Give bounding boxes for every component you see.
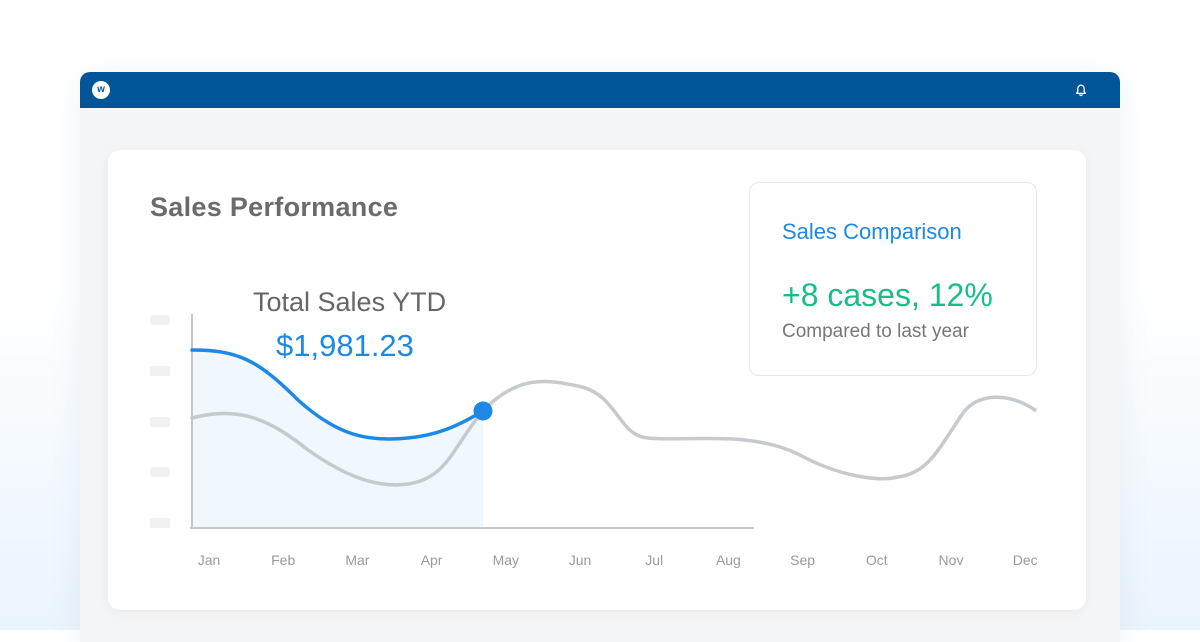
x-tick-label: Nov	[939, 552, 964, 568]
sales-comparison-card: Sales Comparison +8 cases, 12% Compared …	[749, 182, 1037, 376]
x-tick-label: Jul	[645, 552, 663, 568]
x-tick-label: Apr	[421, 552, 443, 568]
y-tick-placeholder	[150, 366, 170, 376]
total-sales-label: Total Sales YTD	[253, 287, 447, 317]
comparison-title: Sales Comparison	[782, 219, 962, 244]
x-tick-label: May	[493, 552, 519, 568]
x-tick-label: Aug	[716, 552, 741, 568]
x-tick-label: Sep	[790, 552, 815, 568]
x-tick-label: Jan	[198, 552, 221, 568]
comparison-note: Compared to last year	[782, 321, 969, 342]
x-tick-label: Feb	[271, 552, 295, 568]
y-tick-placeholder	[150, 315, 170, 325]
app-logo-letter: w	[97, 84, 105, 95]
x-tick-label: Mar	[345, 552, 369, 568]
previous-year-line	[190, 379, 1037, 487]
current-year-line	[190, 348, 485, 441]
sales-line-chart: Jan Feb Mar Apr May Jun Jul Aug Sep Oct Nov Dec	[150, 314, 1038, 568]
total-sales-value: $1,981.23	[276, 328, 414, 363]
y-tick-placeholder	[150, 467, 170, 477]
x-tick-label: Jun	[569, 552, 592, 568]
title-bar: w	[80, 72, 1120, 108]
comparison-value: +8 cases, 12%	[782, 277, 993, 313]
app-logo: w	[92, 81, 110, 99]
current-point-marker[interactable]	[473, 401, 493, 421]
bell-icon[interactable]	[1073, 82, 1089, 98]
card-title: Sales Performance	[150, 192, 399, 222]
sales-performance-card: Sales Performance Jan Feb Mar Apr May Jun Jul A…	[108, 150, 1086, 610]
x-tick-label: Dec	[1013, 552, 1038, 568]
x-tick-label: Oct	[866, 552, 888, 568]
app-window: w Sales Performance Jan Feb Mar Apr May Jun Ju…	[80, 72, 1120, 642]
y-tick-placeholder	[150, 417, 170, 427]
ytd-area	[192, 350, 483, 528]
y-tick-placeholder	[150, 518, 170, 528]
